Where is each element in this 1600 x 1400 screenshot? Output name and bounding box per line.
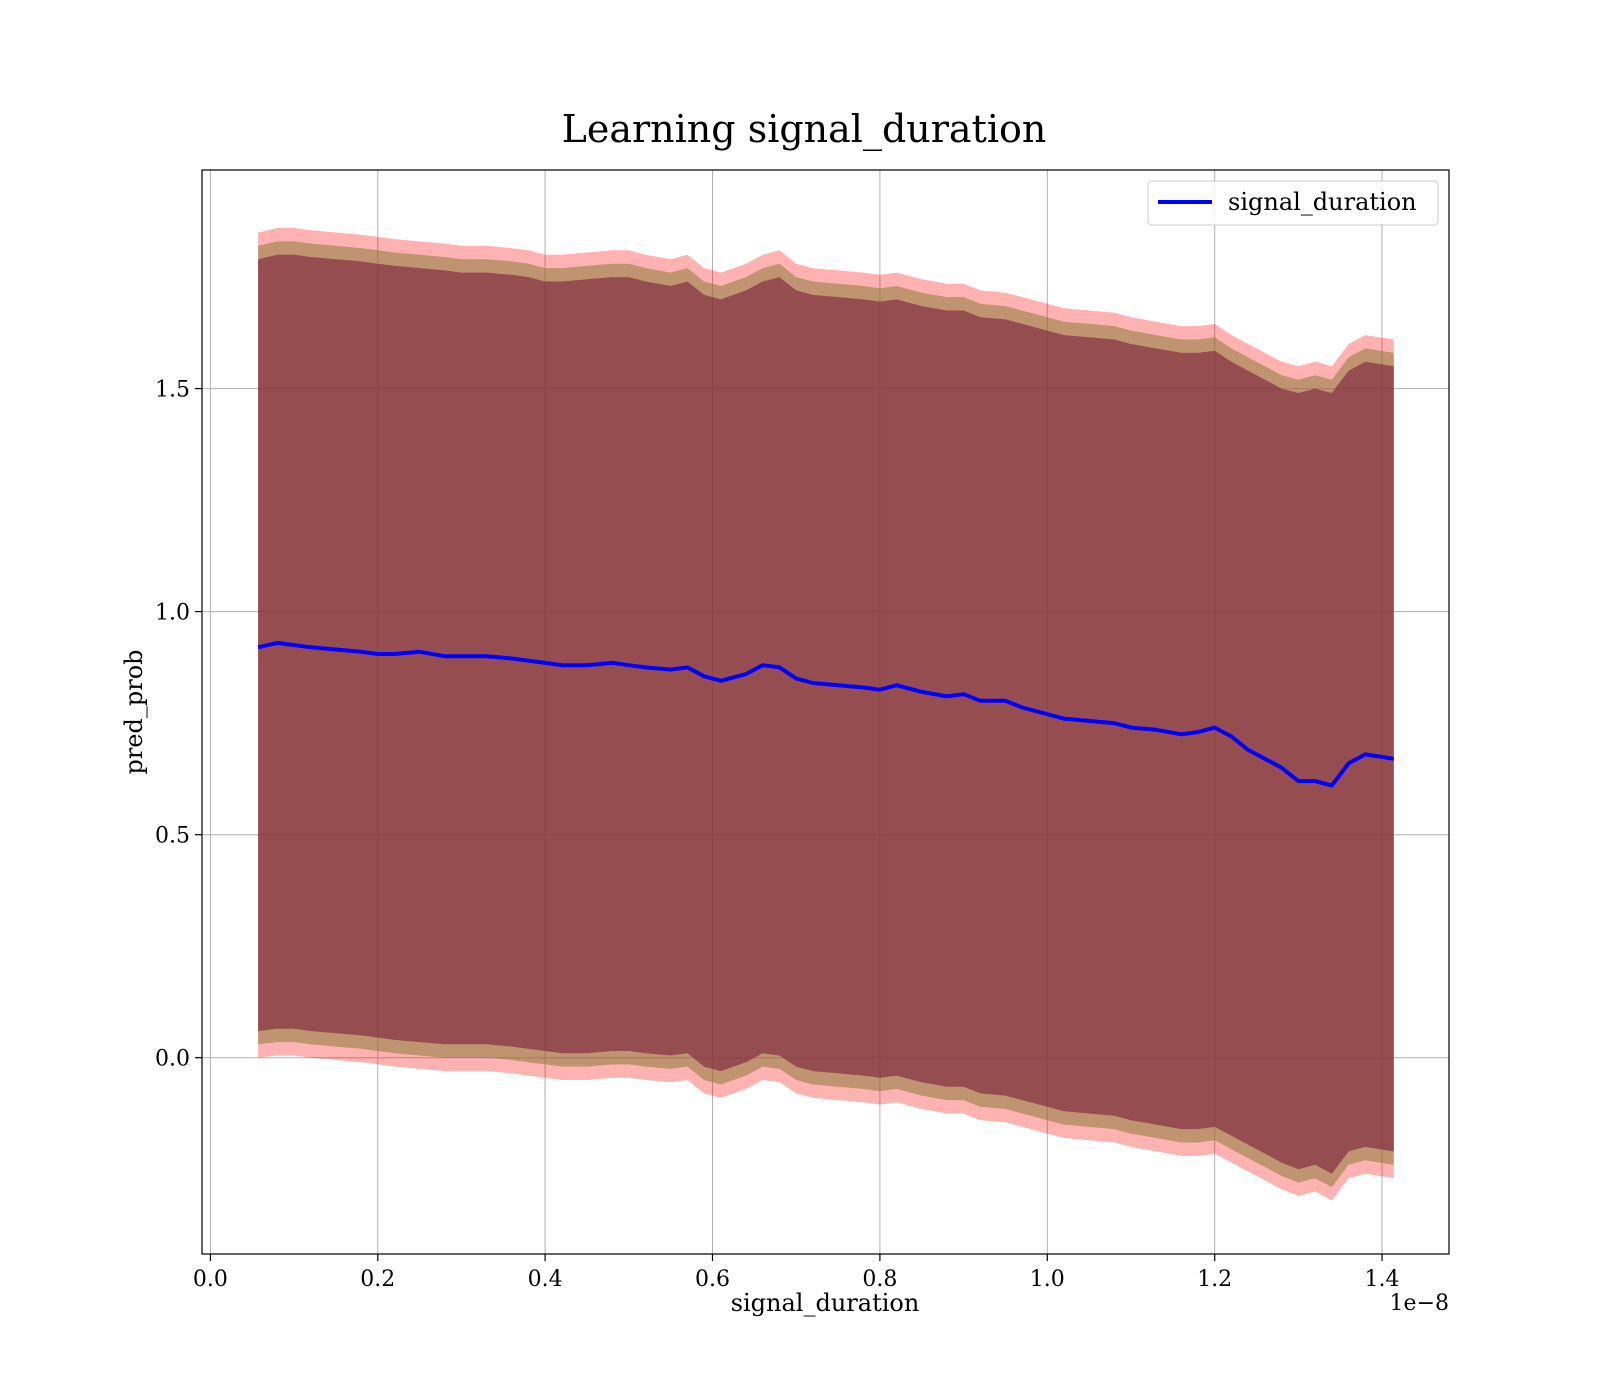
legend-box bbox=[1147, 180, 1439, 226]
x-tick-label: 0.4 bbox=[528, 1267, 563, 1292]
y-tick-label: 0.5 bbox=[155, 824, 190, 849]
x-tick-label: 0.2 bbox=[360, 1267, 395, 1292]
legend: signal_duration bbox=[1147, 180, 1439, 226]
series-line-signal-duration bbox=[257, 640, 1395, 788]
x-tick-label: 0.6 bbox=[695, 1267, 730, 1292]
x-axis-label: signal_duration bbox=[731, 1289, 920, 1317]
confidence-bands bbox=[258, 228, 1394, 1201]
legend-label: signal_duration bbox=[1228, 188, 1417, 216]
band-inner bbox=[258, 254, 1394, 1174]
x-axis-offset-label: 1e−8 bbox=[1390, 1291, 1449, 1316]
x-tick-label: 1.2 bbox=[1197, 1267, 1232, 1292]
series-lines bbox=[257, 640, 1395, 788]
y-axis-label: pred_prob bbox=[120, 649, 148, 774]
y-tick-label: 1.5 bbox=[155, 378, 190, 403]
chart-title: Learning signal_duration bbox=[562, 107, 1047, 152]
x-tick-label: 1.0 bbox=[1030, 1267, 1065, 1292]
plot-frame bbox=[201, 169, 1450, 1255]
x-tick-label: 0.0 bbox=[193, 1267, 228, 1292]
x-tick-label: 1.4 bbox=[1365, 1267, 1400, 1292]
y-tick-label: 0.0 bbox=[155, 1047, 190, 1072]
axis-ticks: 0.0 0.2 0.4 0.6 0.8 1.0 1.2 1.4 0.0 0.5 1.0 1.5 bbox=[155, 378, 1400, 1292]
x-tick-label: 0.8 bbox=[862, 1267, 897, 1292]
y-tick-label: 1.0 bbox=[155, 601, 190, 626]
